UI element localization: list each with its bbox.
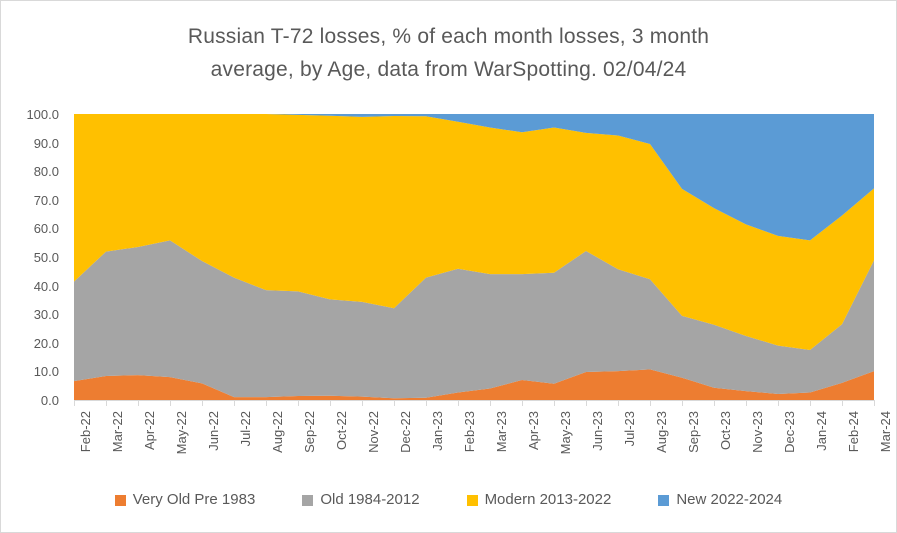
plot-area bbox=[74, 114, 874, 400]
x-tick-mark bbox=[458, 400, 459, 406]
x-axis-line bbox=[74, 400, 875, 401]
x-axis-label: Sep-23 bbox=[686, 411, 701, 453]
x-tick-mark bbox=[490, 400, 491, 406]
x-axis-label: Feb-22 bbox=[78, 411, 93, 453]
x-tick-mark bbox=[106, 400, 107, 406]
x-axis-label: Nov-23 bbox=[750, 411, 765, 453]
area-new bbox=[74, 114, 874, 241]
x-axis-label: Dec-22 bbox=[398, 411, 413, 453]
legend-label-new: New 2022-2024 bbox=[676, 491, 783, 508]
x-tick-mark bbox=[778, 400, 779, 406]
y-axis-label: 60.0 bbox=[33, 221, 59, 237]
x-axis-label: Jul-23 bbox=[622, 411, 637, 447]
x-axis-label: Jan-24 bbox=[814, 411, 829, 451]
x-tick-mark bbox=[138, 400, 139, 406]
x-tick-mark bbox=[874, 400, 875, 406]
legend-item-new: New 2022-2024 bbox=[658, 490, 782, 510]
x-axis-label: Feb-24 bbox=[846, 411, 861, 453]
chart-title-line-2: average, by Age, data from WarSpotting. … bbox=[210, 58, 687, 81]
legend-swatch-old-icon bbox=[302, 494, 314, 506]
area-very-old bbox=[74, 369, 874, 400]
x-tick-mark bbox=[266, 400, 267, 406]
legend-item-old: Old 1984-2012 bbox=[302, 490, 420, 510]
area-old bbox=[74, 240, 874, 399]
y-axis-label: 70.0 bbox=[33, 192, 59, 208]
x-tick-mark bbox=[74, 400, 75, 406]
y-axis-label: 30.0 bbox=[33, 307, 59, 323]
y-axis-label: 40.0 bbox=[33, 278, 59, 294]
x-axis-label: Nov-22 bbox=[366, 411, 381, 453]
x-tick-mark bbox=[650, 400, 651, 406]
x-axis-label: Feb-23 bbox=[462, 411, 477, 453]
x-tick-mark bbox=[554, 400, 555, 406]
x-axis-label: Apr-23 bbox=[526, 411, 541, 451]
x-tick-mark bbox=[394, 400, 395, 406]
x-tick-mark bbox=[714, 400, 715, 406]
x-tick-mark bbox=[586, 400, 587, 406]
y-axis-label: 20.0 bbox=[33, 335, 59, 351]
x-axis-label: Jun-23 bbox=[590, 411, 605, 451]
x-axis-label: Apr-22 bbox=[142, 411, 157, 451]
x-tick-mark bbox=[298, 400, 299, 406]
x-tick-mark bbox=[202, 400, 203, 406]
y-axis-label: 80.0 bbox=[33, 164, 59, 180]
x-tick-mark bbox=[426, 400, 427, 406]
x-axis-label: Oct-22 bbox=[334, 411, 349, 451]
x-axis-label: Aug-22 bbox=[270, 411, 285, 453]
x-axis-label: May-23 bbox=[558, 411, 573, 455]
x-tick-mark bbox=[810, 400, 811, 406]
x-axis-label: Jan-23 bbox=[430, 411, 445, 451]
y-axis-label: 90.0 bbox=[33, 135, 59, 151]
y-axis-label: 100.0 bbox=[26, 107, 59, 122]
area-modern bbox=[74, 114, 874, 350]
legend-label-old: Old 1984-2012 bbox=[320, 491, 420, 508]
x-tick-mark bbox=[234, 400, 235, 406]
chart-title: Russian T-72 losses, % of each month los… bbox=[1, 20, 896, 86]
x-axis-label: Sep-22 bbox=[302, 411, 317, 453]
legend-swatch-new-icon bbox=[658, 494, 670, 506]
y-axis-label: 10.0 bbox=[33, 364, 59, 380]
x-tick-mark bbox=[330, 400, 331, 406]
x-axis-label: Mar-23 bbox=[494, 411, 509, 453]
x-tick-mark bbox=[842, 400, 843, 406]
x-tick-mark bbox=[522, 400, 523, 406]
x-axis-label: Dec-23 bbox=[782, 411, 797, 453]
legend: Very Old Pre 1983 Old 1984-2012 Modern 2… bbox=[1, 490, 896, 510]
x-axis-label: Jul-22 bbox=[238, 411, 253, 447]
legend-label-very-old: Very Old Pre 1983 bbox=[132, 491, 256, 508]
legend-item-very-old: Very Old Pre 1983 bbox=[114, 490, 256, 510]
legend-label-modern: Modern 2013-2022 bbox=[484, 491, 612, 508]
legend-item-modern: Modern 2013-2022 bbox=[466, 490, 612, 510]
x-tick-mark bbox=[618, 400, 619, 406]
y-axis-label: 0.0 bbox=[40, 393, 59, 408]
legend-swatch-modern-icon bbox=[466, 494, 478, 506]
x-axis-label: Aug-23 bbox=[654, 411, 669, 453]
x-tick-mark bbox=[746, 400, 747, 406]
legend-swatch-very-old-icon bbox=[114, 494, 126, 506]
x-tick-mark bbox=[362, 400, 363, 406]
x-axis-label: Mar-22 bbox=[110, 411, 125, 453]
chart-title-line-1: Russian T-72 losses, % of each month los… bbox=[187, 25, 710, 48]
x-axis-label: Oct-23 bbox=[718, 411, 733, 451]
x-axis-label: Jun-22 bbox=[206, 411, 221, 451]
x-axis-label: Mar-24 bbox=[878, 411, 893, 453]
y-axis-label: 50.0 bbox=[33, 250, 59, 265]
x-tick-mark bbox=[170, 400, 171, 406]
x-axis-label: May-22 bbox=[174, 411, 189, 455]
x-tick-mark bbox=[682, 400, 683, 406]
